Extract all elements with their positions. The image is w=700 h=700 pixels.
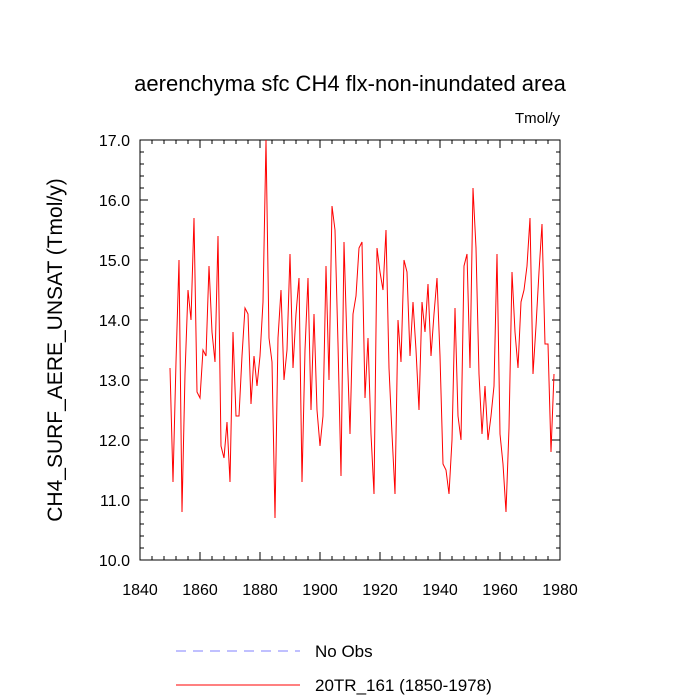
x-tick-label: 1900	[302, 582, 338, 599]
y-tick-label: 12.0	[99, 433, 130, 450]
x-tick-label: 1840	[122, 582, 158, 599]
x-tick-label: 1920	[362, 582, 398, 599]
series-line-1	[169, 139, 555, 519]
legend-label-20tr-161: 20TR_161 (1850-1978)	[315, 676, 492, 695]
x-tick-label: 1980	[542, 582, 578, 599]
chart-title: aerenchyma sfc CH4 flx-non-inundated are…	[134, 71, 566, 96]
x-axis-ticks	[139, 140, 561, 560]
y-tick-label: 13.0	[99, 373, 130, 390]
y-axis-label: CH4_SURF_AERE_UNSAT (Tmol/y)	[44, 178, 67, 521]
y-axis-ticks	[140, 139, 560, 561]
plot-area-frame	[139, 139, 561, 561]
x-tick-label: 1940	[422, 582, 458, 599]
y-tick-label: 15.0	[99, 253, 130, 270]
y-tick-label: 16.0	[99, 193, 130, 210]
y-axis-tick-labels: 10.0 11.0 12.0 13.0 14.0 15.0 16.0 17.0	[99, 133, 130, 570]
legend: No Obs 20TR_161 (1850-1978)	[176, 642, 492, 695]
x-tick-label: 1880	[242, 582, 278, 599]
y-tick-label: 10.0	[99, 553, 130, 570]
y-tick-label: 17.0	[99, 133, 130, 150]
units-label: Tmol/y	[515, 110, 561, 127]
x-axis-tick-labels: 1840 1860 1880 1900 1920 1940 1960 1980	[122, 582, 578, 599]
x-tick-label: 1860	[182, 582, 218, 599]
legend-label-no-obs: No Obs	[315, 642, 373, 661]
y-tick-label: 11.0	[100, 493, 130, 510]
y-tick-label: 14.0	[99, 313, 130, 330]
x-tick-label: 1960	[482, 582, 518, 599]
series-lines	[169, 139, 555, 519]
